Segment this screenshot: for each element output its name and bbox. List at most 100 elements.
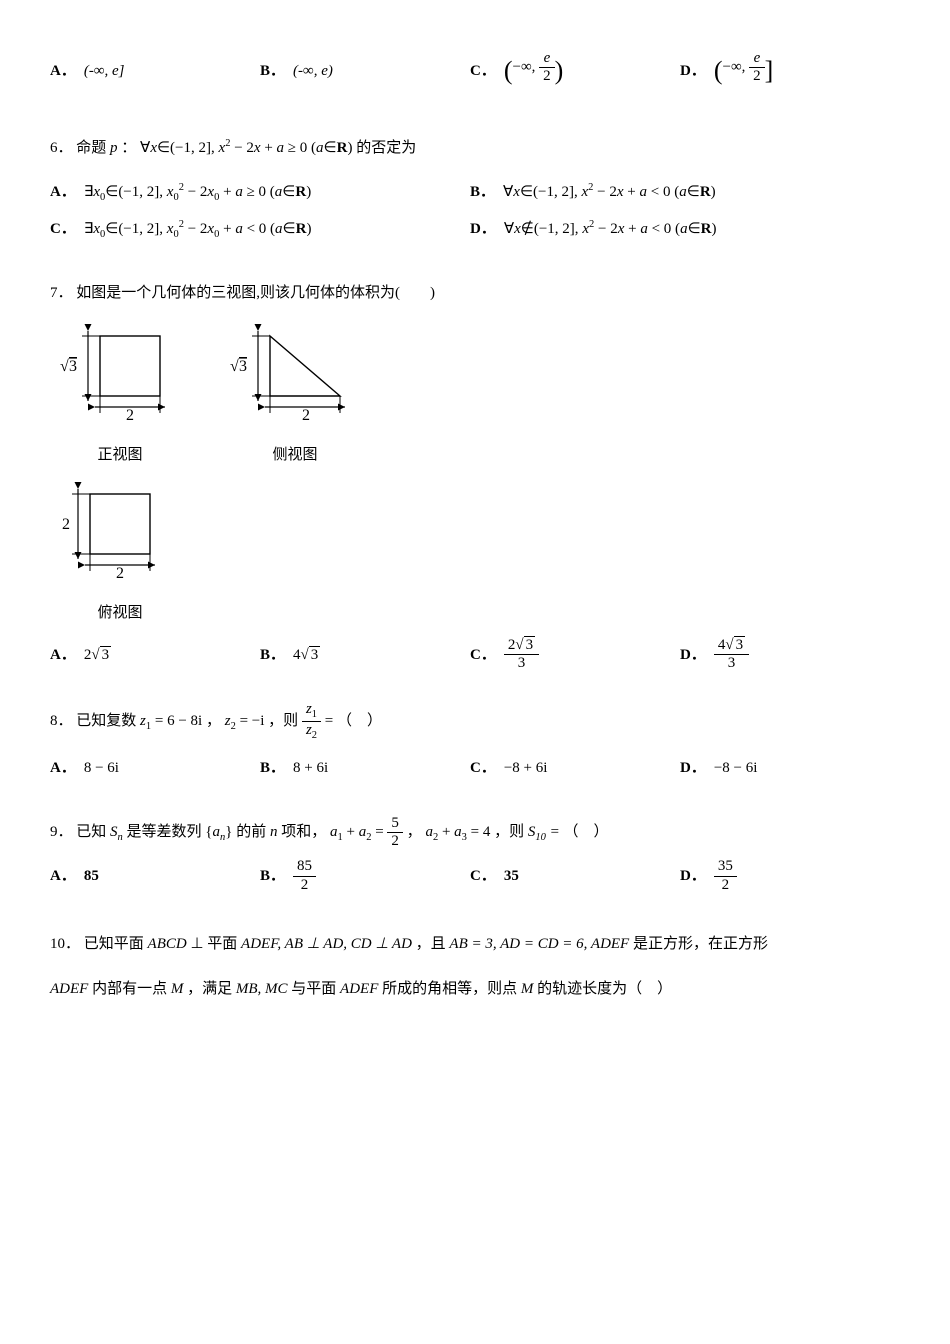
q9-num: 9． bbox=[50, 824, 73, 840]
q6-t1: 命题 bbox=[76, 140, 106, 156]
q7: 7． 如图是一个几何体的三视图,则该几何体的体积为( ) bbox=[50, 275, 900, 311]
q10-adef2: ADEF bbox=[50, 981, 92, 997]
opt-label: D． bbox=[680, 53, 706, 89]
side-view-svg: √ 3 2 bbox=[230, 321, 360, 421]
q6-d-math: ∀x∉(−1, 2], x2 − 2x + a < 0 (a∈R) bbox=[504, 211, 717, 247]
q9-opt-c: C． 35 bbox=[470, 858, 680, 894]
opt-label: B． bbox=[260, 858, 285, 894]
front-view-svg: √ 3 2 bbox=[60, 321, 180, 421]
q10-m1: M bbox=[171, 981, 187, 997]
q9: 9． 已知 Sn 是等差数列 {an} 的前 n 项和， a1 + a2 = 5… bbox=[50, 814, 900, 850]
q8-eq: = bbox=[325, 713, 337, 729]
q7-c-math: 2√33 bbox=[504, 637, 539, 673]
q10-adef1: ADEF, AB ⊥ AD, CD ⊥ AD bbox=[241, 936, 416, 952]
q9-an: {an} bbox=[205, 824, 232, 840]
top-view-svg: 2 2 bbox=[60, 479, 180, 579]
q6-options: A． ∃x0∈(−1, 2], x02 − 2x0 + a ≥ 0 (a∈R) … bbox=[50, 174, 900, 246]
top-view-caption: 俯视图 bbox=[60, 595, 180, 631]
q8-c: −8 + 6i bbox=[504, 750, 548, 786]
q8: 8． 已知复数 z1 = 6 − 8i ， z2 = −i ，则 z1z2 = … bbox=[50, 701, 900, 742]
q9-sn: Sn bbox=[110, 824, 127, 840]
opt-label: B． bbox=[470, 174, 495, 210]
svg-text:√: √ bbox=[60, 358, 69, 375]
side-view-caption: 侧视图 bbox=[230, 437, 360, 473]
opt-label: D． bbox=[680, 858, 706, 894]
q10-t1: 已知平面 bbox=[84, 936, 144, 952]
svg-text:2: 2 bbox=[302, 407, 310, 421]
q8-opt-b: B． 8 + 6i bbox=[260, 750, 470, 786]
q9-d: 352 bbox=[714, 858, 737, 894]
svg-text:3: 3 bbox=[69, 358, 77, 375]
q8-d: −8 − 6i bbox=[714, 750, 758, 786]
q8-z2: z2 = −i bbox=[225, 713, 265, 729]
q9-eq1: a1 + a2 = 52 bbox=[330, 824, 403, 840]
opt-label: C． bbox=[470, 53, 496, 89]
top-view-block: 2 2 俯视图 bbox=[60, 479, 180, 631]
q9-c: 35 bbox=[504, 858, 519, 894]
q8-t1: 已知复数 bbox=[76, 713, 136, 729]
q8-opt-c: C． −8 + 6i bbox=[470, 750, 680, 786]
q8-z1: z1 = 6 − 8i bbox=[140, 713, 202, 729]
q6-opt-a: A． ∃x0∈(−1, 2], x02 − 2x0 + a ≥ 0 (a∈R) bbox=[50, 174, 470, 210]
q9-t3: 的前 bbox=[236, 824, 266, 840]
q5-opt-a: A． (-∞, e] bbox=[50, 40, 260, 102]
q9-t1: 已知 bbox=[76, 824, 106, 840]
q10-t9: 的轨迹长度为（ ） bbox=[537, 981, 672, 997]
q7-opt-b: B． 4√3 bbox=[260, 637, 470, 673]
q7-num: 7． bbox=[50, 285, 73, 301]
q10-m2: M bbox=[521, 981, 537, 997]
opt-label: A． bbox=[50, 750, 76, 786]
q10-t4: 是正方形，在正方形 bbox=[633, 936, 768, 952]
q7-opt-c: C． 2√33 bbox=[470, 637, 680, 673]
q8-t2: ， bbox=[206, 713, 221, 729]
q10-mbmc: MB, MC bbox=[236, 981, 291, 997]
q8-t4: （ ） bbox=[337, 713, 382, 729]
q5-d-math: (−∞, e2] bbox=[714, 40, 774, 102]
q5-opt-d: D． (−∞, e2] bbox=[680, 40, 890, 102]
q9-opt-a: A． 85 bbox=[50, 858, 260, 894]
opt-label: A． bbox=[50, 174, 76, 210]
q9-t4: 项和， bbox=[281, 824, 326, 840]
opt-label: D． bbox=[470, 211, 496, 247]
q10-abcd: ABCD bbox=[148, 936, 191, 952]
q9-options: A． 85 B． 852 C． 35 D． 352 bbox=[50, 858, 900, 894]
q7-b-math: 4√3 bbox=[293, 637, 320, 673]
q10-dims: AB = 3, AD = CD = 6, ADEF bbox=[449, 936, 633, 952]
q9-t6: ，则 bbox=[494, 824, 524, 840]
q10-num: 10． bbox=[50, 936, 80, 952]
opt-label: B． bbox=[260, 637, 285, 673]
q6-prop: ∀x∈(−1, 2], x2 − 2x + a ≥ 0 (a∈R) bbox=[140, 140, 352, 156]
q9-t7: （ ） bbox=[564, 824, 609, 840]
q8-opt-a: A． 8 − 6i bbox=[50, 750, 260, 786]
q9-opt-d: D． 352 bbox=[680, 858, 890, 894]
q10-t6: ，满足 bbox=[187, 981, 232, 997]
q9-opt-b: B． 852 bbox=[260, 858, 470, 894]
q7-d-math: 4√33 bbox=[714, 637, 749, 673]
opt-label: B． bbox=[260, 53, 285, 89]
q6-t2: ： bbox=[121, 140, 136, 156]
q8-num: 8． bbox=[50, 713, 73, 729]
q5-a-math: (-∞, e] bbox=[84, 53, 125, 89]
q6: 6． 命题 p ： ∀x∈(−1, 2], x2 − 2x + a ≥ 0 (a… bbox=[50, 130, 900, 166]
opt-label: D． bbox=[680, 750, 706, 786]
q6-opt-d: D． ∀x∉(−1, 2], x2 − 2x + a < 0 (a∈R) bbox=[470, 211, 890, 247]
q10-t5: 内部有一点 bbox=[92, 981, 167, 997]
q5-c-math: (−∞, e2) bbox=[504, 40, 564, 102]
opt-label: C． bbox=[470, 637, 496, 673]
opt-label: B． bbox=[260, 750, 285, 786]
front-view-caption: 正视图 bbox=[60, 437, 180, 473]
q9-t2: 是等差数列 bbox=[127, 824, 202, 840]
q6-t3: 的否定为 bbox=[356, 140, 416, 156]
opt-label: C． bbox=[50, 211, 76, 247]
svg-text:3: 3 bbox=[239, 358, 247, 375]
opt-label: C． bbox=[470, 750, 496, 786]
opt-label: A． bbox=[50, 53, 76, 89]
q7-text: 如图是一个几何体的三视图,则该几何体的体积为( ) bbox=[76, 285, 435, 301]
q8-opt-d: D． −8 − 6i bbox=[680, 750, 890, 786]
svg-text:2: 2 bbox=[62, 516, 70, 533]
q6-num: 6． bbox=[50, 140, 73, 156]
q7-options: A． 2√3 B． 4√3 C． 2√33 D． 4√33 bbox=[50, 637, 900, 673]
q9-b: 852 bbox=[293, 858, 316, 894]
front-view-block: √ 3 2 正视图 bbox=[60, 321, 180, 473]
q5-opt-b: B． (-∞, e) bbox=[260, 40, 470, 102]
